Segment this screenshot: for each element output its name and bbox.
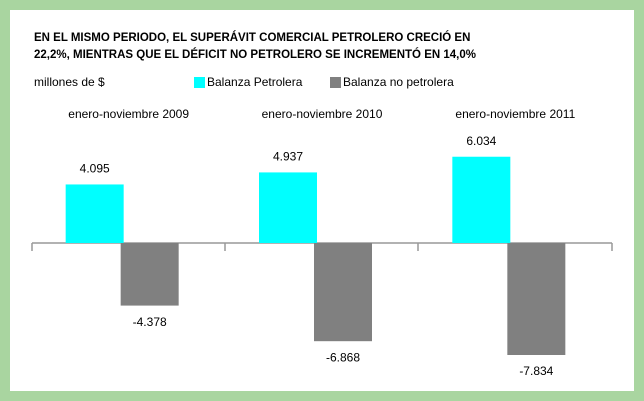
- bar: [314, 243, 372, 342]
- y-axis-label: millones de $: [34, 75, 105, 89]
- legend-label: Balanza Petrolera: [207, 75, 303, 89]
- legend-swatch: [194, 77, 205, 88]
- category-label: enero-noviembre 2010: [262, 107, 383, 121]
- chart-title: 22,2%, MIENTRAS QUE EL DÉFICIT NO PETROL…: [34, 48, 476, 61]
- bar: [120, 243, 179, 306]
- bar: [507, 243, 566, 355]
- data-label: -4.378: [133, 315, 167, 329]
- legend-label: Balanza no petrolera: [343, 75, 454, 89]
- category-label: enero-noviembre 2009: [68, 107, 189, 121]
- data-label: 4.937: [273, 150, 303, 164]
- data-label: 4.095: [80, 162, 110, 176]
- bar: [259, 172, 317, 243]
- chart-title: EN EL MISMO PERIODO, EL SUPERÁVIT COMERC…: [34, 31, 470, 44]
- bar: [65, 184, 124, 243]
- data-label: -7.834: [519, 364, 553, 378]
- data-label: -6.868: [326, 350, 360, 364]
- data-label: 6.034: [466, 134, 496, 148]
- category-label: enero-noviembre 2011: [455, 107, 575, 121]
- legend-swatch: [330, 77, 341, 88]
- bar: [452, 156, 511, 243]
